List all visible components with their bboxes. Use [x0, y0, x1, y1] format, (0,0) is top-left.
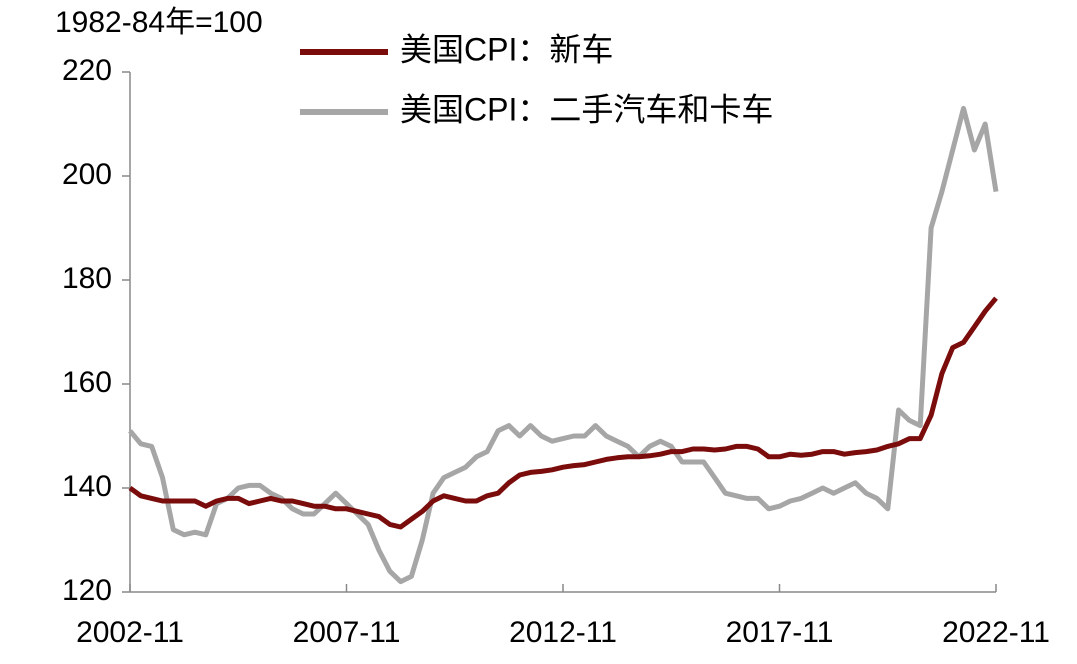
x-tick-label: 2007-11 — [293, 616, 401, 649]
legend-label: 美国CPI：二手汽车和卡车 — [400, 91, 773, 127]
line-series — [128, 296, 998, 530]
y-tick-label: 220 — [62, 54, 112, 87]
y-tick-label: 200 — [62, 158, 112, 191]
y-tick-label: 120 — [62, 574, 112, 607]
y-tick-label: 140 — [62, 470, 112, 503]
legend-label: 美国CPI：新车 — [400, 31, 613, 67]
y-tick-label: 160 — [62, 366, 112, 399]
y-tick-label: 180 — [62, 262, 112, 295]
x-tick-label: 2002-11 — [76, 616, 184, 649]
x-tick-label: 2022-11 — [942, 616, 1050, 649]
y-axis-label: 1982-84年=100 — [55, 6, 263, 39]
x-tick-label: 2012-11 — [509, 616, 617, 649]
line-series — [128, 105, 999, 585]
x-tick-label: 2017-11 — [726, 616, 834, 649]
